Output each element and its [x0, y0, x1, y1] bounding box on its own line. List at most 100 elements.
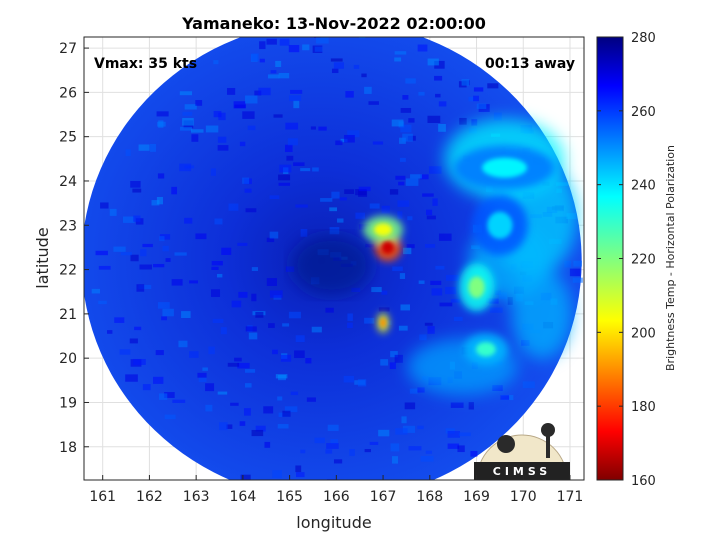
texture-cell [380, 359, 389, 366]
texture-cell [314, 46, 323, 52]
texture-cell [339, 197, 347, 201]
texture-cell [288, 311, 301, 319]
texture-cell [438, 101, 447, 107]
texture-cell [275, 60, 282, 68]
texture-cell [424, 322, 433, 326]
texture-cell [159, 236, 165, 242]
texture-cell [245, 326, 257, 332]
texture-cell [372, 141, 384, 145]
texture-cell [205, 404, 213, 412]
texture-cell [214, 218, 223, 225]
texture-cell [369, 203, 380, 209]
texture-cell [280, 354, 292, 362]
texture-cell [569, 268, 581, 277]
texture-cell [269, 231, 279, 239]
texture-cell [389, 189, 399, 195]
texture-cell [212, 318, 224, 324]
logo-tower-leg [546, 436, 550, 458]
texture-cell [417, 387, 425, 393]
texture-cell [251, 267, 259, 271]
texture-cell [205, 383, 215, 392]
texture-cell [125, 149, 131, 157]
texture-cell [289, 95, 302, 102]
texture-cell [347, 130, 360, 138]
texture-cell [182, 111, 193, 116]
texture-cell [425, 450, 433, 454]
time-away-label: 00:13 away [485, 56, 575, 72]
convective-features [363, 145, 555, 366]
texture-cell [213, 110, 222, 118]
texture-cell [153, 376, 164, 384]
texture-cell [114, 317, 125, 323]
texture-cell [428, 166, 442, 174]
texture-cell [306, 397, 316, 402]
texture-cell [345, 91, 354, 98]
texture-cell [394, 51, 407, 55]
texture-cell [427, 58, 439, 66]
x-tick-label: 168 [416, 489, 443, 505]
texture-cell [364, 317, 375, 324]
texture-cell [329, 207, 338, 212]
texture-cell [130, 254, 139, 262]
texture-cell [381, 290, 388, 295]
y-tick-label: 27 [59, 41, 77, 57]
texture-cell [447, 431, 460, 438]
texture-cell [420, 174, 429, 180]
texture-cell [119, 349, 131, 355]
texture-cell [457, 445, 465, 453]
texture-cell [191, 134, 199, 142]
texture-cell [293, 100, 300, 109]
texture-cell [205, 125, 219, 133]
texture-cell [234, 104, 246, 108]
texture-cell [302, 44, 310, 51]
texture-cell [162, 308, 174, 317]
texture-cell [343, 375, 355, 383]
texture-cell [251, 293, 257, 302]
colorbar-tick-label: 280 [631, 31, 656, 46]
texture-cell [290, 89, 303, 94]
texture-cell [208, 346, 215, 355]
texture-cell [198, 377, 207, 383]
texture-cell [156, 196, 163, 205]
texture-cell [195, 233, 207, 240]
texture-cell [184, 104, 197, 110]
texture-cell [390, 443, 400, 452]
texture-cell [217, 145, 229, 151]
y-tick-label: 23 [59, 218, 77, 234]
texture-cell [120, 252, 132, 256]
texture-cell [403, 247, 412, 255]
texture-cell [95, 250, 108, 256]
texture-cell [389, 362, 396, 370]
texture-cell [368, 101, 379, 105]
texture-cell [400, 124, 412, 133]
texture-cell [400, 107, 412, 113]
texture-cell [134, 326, 142, 331]
texture-cell [244, 383, 252, 388]
colorbar-tick-label: 180 [631, 400, 656, 415]
texture-cell [285, 266, 295, 272]
texture-cell [445, 286, 457, 295]
texture-cell [282, 323, 290, 327]
texture-cell [447, 443, 460, 449]
texture-cell [426, 215, 436, 220]
texture-cell [399, 157, 406, 162]
feature-core [468, 276, 485, 299]
texture-cell [391, 119, 404, 127]
texture-cell [331, 191, 340, 199]
texture-cell [113, 246, 126, 252]
texture-cell [244, 188, 252, 193]
texture-cell [333, 62, 344, 69]
texture-cell [270, 70, 277, 74]
logo-text: CIMSS [493, 465, 551, 478]
texture-cell [150, 143, 156, 152]
texture-cell [277, 424, 289, 429]
texture-cell [427, 115, 441, 124]
y-tick-label: 19 [59, 395, 77, 411]
texture-cell [381, 205, 390, 214]
texture-cell [98, 265, 111, 270]
texture-cell [489, 307, 503, 313]
texture-cell [259, 58, 265, 63]
texture-cell [408, 118, 415, 123]
texture-cell [258, 87, 271, 96]
